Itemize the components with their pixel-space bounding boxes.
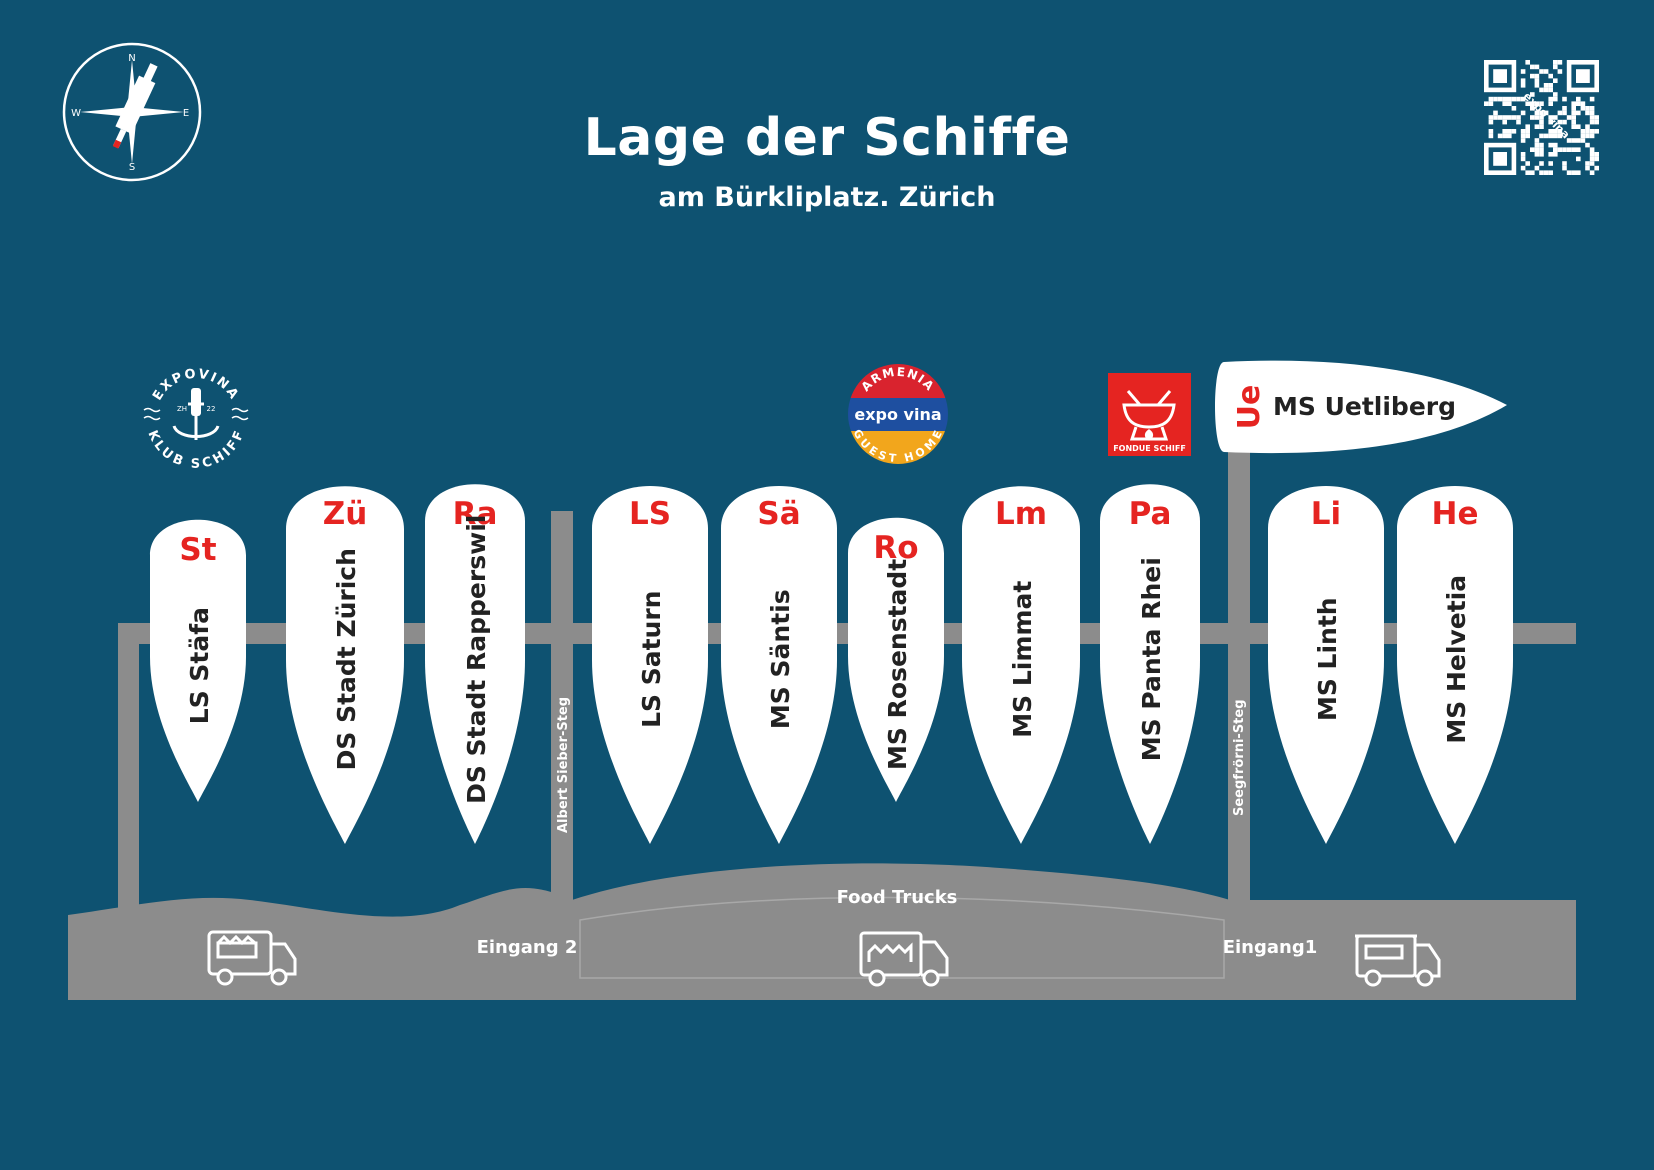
ship-hull (962, 486, 1080, 844)
food-truck-icon (1355, 934, 1441, 987)
ship-name: DS Stadt Rapperswil (462, 515, 491, 804)
ship-5[interactable]: Sä MS Säntis (721, 486, 837, 844)
ship-7[interactable]: Lm MS Limmat (962, 486, 1080, 844)
entrance-1-label: Eingang1 (1223, 937, 1318, 958)
armenia-logo-middle: expo vina (854, 405, 941, 424)
ship-8[interactable]: Pa MS Panta Rhei (1100, 484, 1200, 844)
ship-hull (1100, 484, 1200, 844)
ship-hull (425, 484, 525, 844)
compass-east: E (183, 108, 189, 119)
ship-name: MS Rosenstadt (883, 559, 912, 770)
page-title: Lage der Schiffe (583, 108, 1071, 168)
ship-name: MS Linth (1313, 597, 1342, 721)
albert-sieber-steg (551, 511, 573, 922)
ship-name: LS Stäfa (185, 607, 214, 724)
ship-abbr: LS (629, 496, 671, 532)
food-truck-icon (859, 931, 949, 987)
ship-name: MS Limmat (1008, 581, 1037, 738)
ship-name: DS Stadt Zürich (332, 548, 361, 770)
ship-hull (1268, 486, 1384, 844)
ship-name: LS Saturn (637, 591, 666, 728)
ship-abbr: St (179, 532, 216, 568)
ship-abbr: Zü (323, 496, 368, 532)
ship-hull (721, 486, 837, 844)
compass-north: N (128, 53, 135, 64)
qr-code-icon (1484, 60, 1599, 175)
expovina-klub-schiff-logo: EXPOVINA KLUB SCHIFF ZH 22 (143, 367, 249, 472)
ship-hull (592, 486, 708, 844)
ship-abbr: Lm (995, 496, 1047, 532)
klub-logo-left: ZH (177, 405, 187, 413)
ship-name-uetliberg: MS Uetliberg (1273, 392, 1456, 421)
ship-2[interactable]: Zü DS Stadt Zürich (286, 486, 404, 844)
ship-name: MS Helvetia (1442, 575, 1471, 744)
food-truck-area (579, 896, 1225, 979)
ship-abbr: Sä (757, 496, 800, 532)
ship-4[interactable]: LS LS Saturn (592, 486, 708, 844)
fondue-schiff-logo: FONDUE SCHIFF (1108, 373, 1191, 456)
promenade (68, 863, 1576, 1000)
page-subtitle: am Bürkliplatz. Zürich (658, 182, 996, 213)
ship-abbr-uetliberg: Ue (1232, 385, 1267, 430)
pier-label-albert: Albert Sieber-Steg (556, 697, 571, 833)
fondue-logo-label: FONDUE SCHIFF (1113, 444, 1186, 453)
compass-south: S (129, 162, 135, 173)
ship-abbr: Ra (453, 496, 498, 532)
ship-abbr: Ro (873, 530, 918, 566)
ship-abbr: Pa (1129, 496, 1172, 532)
ship-hull (848, 517, 944, 802)
ship-name: MS Panta Rhei (1137, 557, 1166, 761)
ship-hull (286, 486, 404, 844)
seegfroerni-steg (1228, 443, 1250, 905)
armenia-guest-home-logo: ARMENIA GUEST HOME expo vina (848, 364, 948, 465)
left-pier-connector (118, 623, 139, 913)
compass-west: W (71, 108, 81, 119)
ship-hull (1397, 486, 1513, 844)
ship-hull (150, 519, 246, 802)
food-truck-icon (207, 930, 297, 986)
ship-abbr: He (1432, 496, 1479, 532)
ship-10[interactable]: He MS Helvetia (1397, 486, 1513, 844)
ship-1[interactable]: St LS Stäfa (150, 519, 246, 802)
compass-icon: N S E W (62, 42, 202, 182)
entrance-2-label: Eingang 2 (477, 937, 578, 958)
ship-name: MS Säntis (766, 589, 795, 729)
ship-9[interactable]: Li MS Linth (1268, 486, 1384, 844)
klub-logo-right: 22 (207, 405, 216, 413)
pier-label-seegfroerni: Seegfrörni-Steg (1232, 699, 1247, 816)
food-trucks-label: Food Trucks (837, 887, 958, 908)
ship-abbr: Li (1311, 496, 1341, 532)
fondue-pot-icon (1122, 390, 1176, 441)
ship-uetliberg[interactable]: Ue MS Uetliberg (1215, 360, 1507, 454)
